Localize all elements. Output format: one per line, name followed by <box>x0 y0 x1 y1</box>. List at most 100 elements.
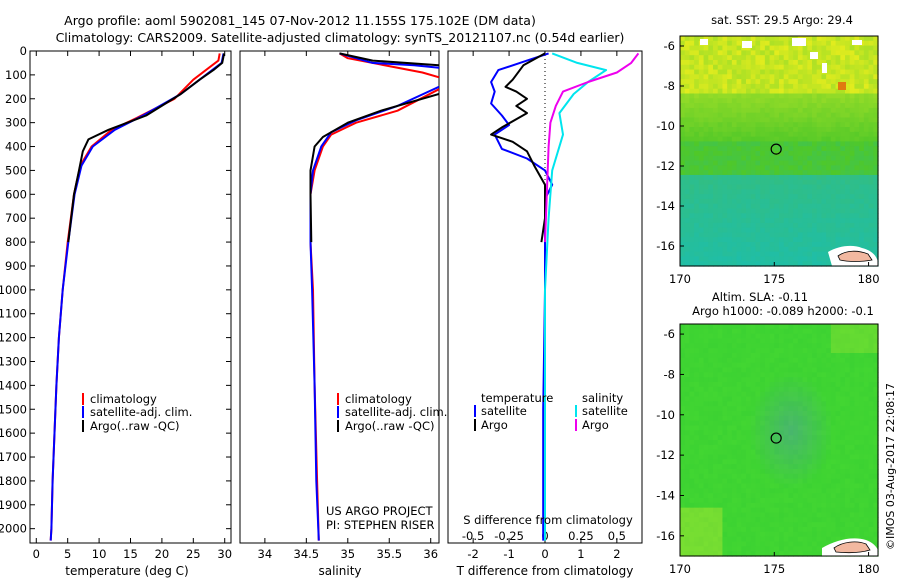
heatmap-cell <box>835 444 841 451</box>
heatmap-cell <box>717 527 724 533</box>
heatmap-cell <box>741 45 747 51</box>
heatmap-cell <box>807 194 813 200</box>
heatmap-cell <box>698 551 705 557</box>
heatmap-cell <box>713 179 719 186</box>
heatmap-cell <box>736 401 742 407</box>
heatmap-cell <box>764 237 771 243</box>
heatmap-cell <box>774 444 780 451</box>
heatmap-cell <box>760 79 766 85</box>
heatmap-cell <box>774 79 780 85</box>
heatmap-cell <box>698 338 705 344</box>
heatmap-cell <box>788 430 794 436</box>
heatmap-cell <box>830 425 837 431</box>
heatmap-cell <box>722 55 728 61</box>
heatmap-cell <box>722 430 728 436</box>
heatmap-cell <box>746 464 752 470</box>
heatmap-cell <box>698 449 705 456</box>
heatmap-cell <box>816 146 823 152</box>
heatmap-cell <box>750 343 757 349</box>
heatmap-cell <box>684 179 691 186</box>
heatmap-cell <box>845 117 851 123</box>
heatmap-cell <box>830 333 837 340</box>
heatmap-cell <box>840 478 846 485</box>
heatmap-cell <box>694 536 700 543</box>
heatmap-cell <box>755 165 761 171</box>
heatmap-cell <box>859 203 865 210</box>
heatmap-cell <box>769 208 775 214</box>
heatmap-cell <box>863 146 870 152</box>
heatmap-cell <box>689 338 695 344</box>
heatmap-cell <box>849 382 856 388</box>
heatmap-cell <box>826 324 832 330</box>
heatmap-cell <box>859 98 865 104</box>
heatmap-cell <box>689 232 695 238</box>
heatmap-cell <box>835 227 841 234</box>
heatmap-cell <box>741 541 747 547</box>
heatmap-cell <box>764 55 771 61</box>
heatmap-cell <box>769 411 775 417</box>
heatmap-cell <box>797 454 804 460</box>
heatmap-cell <box>863 348 870 354</box>
heatmap-cell <box>703 469 709 475</box>
heatmap-cell <box>755 536 761 543</box>
heatmap-cell <box>821 498 827 504</box>
heatmap-cell <box>698 391 705 398</box>
heatmap-cell <box>802 430 808 436</box>
heatmap-cell <box>788 83 794 90</box>
heatmap-cell <box>727 348 733 354</box>
heatmap-cell <box>807 74 813 80</box>
heatmap-cell <box>684 401 691 407</box>
heatmap-cell <box>863 103 870 109</box>
heatmap-cell <box>802 512 808 518</box>
heatmap-cell <box>694 372 700 378</box>
heatmap-cell <box>684 425 691 431</box>
temperature-xlabel: temperature (deg C) <box>65 564 188 578</box>
heatmap-cell <box>788 203 794 210</box>
heatmap-cell <box>755 79 761 85</box>
heatmap-cell <box>802 198 808 205</box>
heatmap-cell <box>835 459 841 465</box>
heatmap-cell <box>793 522 799 528</box>
heatmap-cell <box>812 36 818 42</box>
heatmap-cell <box>868 444 874 451</box>
heatmap-cell <box>868 324 874 330</box>
heatmap-cell <box>859 517 865 523</box>
heatmap-cell <box>755 218 761 224</box>
heatmap-cell <box>859 488 865 494</box>
heatmap-cell <box>868 353 874 359</box>
heatmap-cell <box>741 444 747 451</box>
heatmap-cell <box>731 367 738 373</box>
heatmap-cell <box>731 107 738 114</box>
heatmap-cell <box>703 377 709 383</box>
heatmap-cell <box>835 242 841 248</box>
heatmap-cell <box>849 83 856 90</box>
sla-latitude-tick-labels: -6-8-10-12-14-16 <box>656 327 684 543</box>
heatmap-cell <box>859 179 865 186</box>
heatmap-cell <box>717 261 724 267</box>
heatmap-cell <box>849 222 856 229</box>
heatmap-cell <box>684 218 691 224</box>
heatmap-cell <box>750 348 757 354</box>
heatmap-cell <box>689 367 695 373</box>
heatmap-cell <box>684 141 691 147</box>
heatmap-cell <box>698 411 705 417</box>
heatmap-cell <box>713 40 719 47</box>
heatmap-cell <box>774 527 780 533</box>
heatmap-cell <box>840 45 846 51</box>
heatmap-cell <box>783 103 790 109</box>
heatmap-cell <box>680 459 686 465</box>
heatmap-cell <box>746 218 752 224</box>
heatmap-cell <box>713 382 719 388</box>
heatmap-cell <box>802 227 808 234</box>
heatmap-cell <box>788 170 794 176</box>
heatmap-cell <box>731 425 738 431</box>
heatmap-cell <box>859 74 865 80</box>
heatmap-cell <box>840 213 846 219</box>
heatmap-cell <box>779 151 785 157</box>
heatmap-cell <box>873 160 879 166</box>
heatmap-cell <box>793 222 799 229</box>
heatmap-cell <box>760 174 766 181</box>
heatmap-cell <box>741 213 747 219</box>
heatmap-cell <box>779 218 785 224</box>
heatmap-cell <box>788 401 794 407</box>
